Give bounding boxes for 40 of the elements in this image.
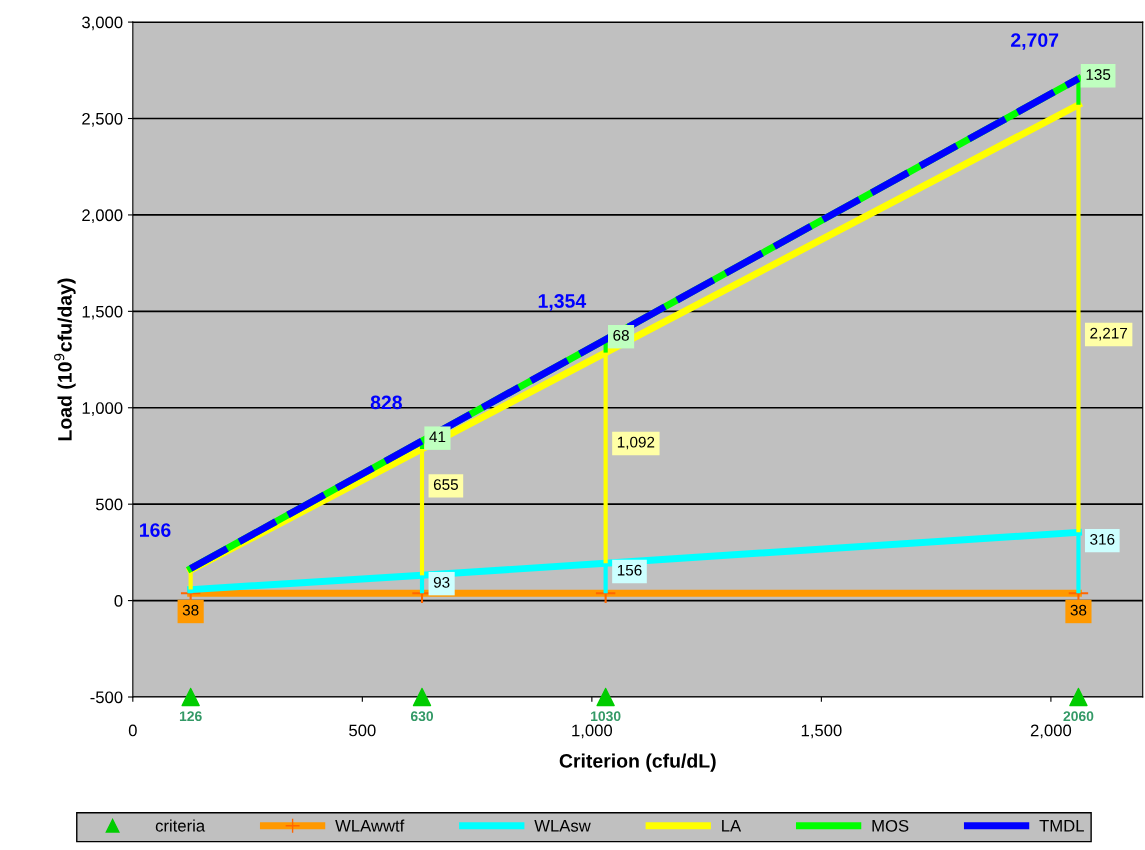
annotation: 126 [179, 711, 202, 722]
annotation: 1030 [591, 711, 621, 722]
annotation: 156 [617, 564, 642, 576]
legend-label: MOS [872, 819, 909, 832]
data-label: 38 [182, 604, 199, 616]
y-tick-label: 2,000 [82, 209, 123, 224]
y-tick-label: 1,000 [82, 402, 123, 416]
legend-label: WLAsw [534, 820, 591, 832]
data-label: 1,354 [538, 294, 587, 311]
annotation: 630 [410, 711, 434, 722]
annotation: 68 [613, 330, 629, 341]
data-label: 828 [370, 395, 402, 410]
legend-label: LA [722, 820, 742, 832]
annotation: 2,217 [1090, 327, 1128, 341]
y-tick-label: 500 [95, 498, 123, 511]
y-axis-title: Load (10$^{9}$cfu/day) [54, 278, 76, 441]
annotation: 93 [433, 576, 450, 588]
legend-label: WLAwwtf [335, 819, 405, 832]
x-tick-label: 1,000 [572, 724, 613, 739]
y-tick-label: 1,500 [82, 305, 123, 320]
y-tick-label: 0 [114, 594, 123, 607]
data-label: 2,707 [1011, 33, 1059, 50]
data-label: 38 [1070, 604, 1087, 616]
annotation: 1,092 [617, 436, 655, 450]
legend-label: criteria [155, 819, 206, 832]
y-tick-label: -500 [90, 691, 123, 704]
x-tick-label: 2,000 [1030, 724, 1072, 739]
x-tick-label: 0 [128, 724, 137, 737]
x-tick-label: 1,500 [801, 724, 842, 739]
y-tick-label: 3,000 [82, 16, 123, 31]
annotation: 2060 [1063, 711, 1094, 722]
annotation: 135 [1086, 69, 1111, 80]
x-tick-label: 500 [349, 724, 376, 737]
x-axis-title: Criterion (cfu/dL) [559, 753, 716, 772]
annotation: 41 [429, 431, 446, 443]
y-tick-label: 2,500 [82, 112, 123, 127]
annotation: 655 [433, 479, 458, 490]
annotation: 316 [1090, 533, 1115, 545]
legend-label: TMDL [1039, 820, 1084, 832]
data-label: 166 [140, 523, 171, 537]
